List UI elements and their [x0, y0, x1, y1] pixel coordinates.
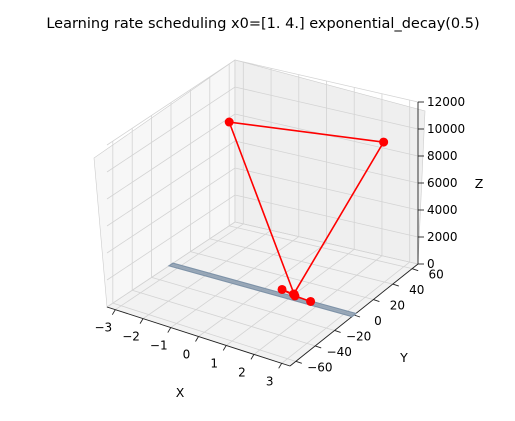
series-point — [306, 296, 316, 306]
wall-grid-line — [106, 167, 419, 254]
x-tick-mark — [167, 327, 172, 333]
z-tick-label: 0 — [427, 257, 435, 271]
x-axis-label: X — [176, 385, 185, 400]
wall-grid-line — [106, 140, 419, 227]
y-tick-mark — [412, 268, 419, 272]
z-tick-label: 6000 — [427, 176, 458, 190]
x-tick-mark — [250, 354, 255, 360]
wall-grid-line — [106, 221, 419, 308]
wall-grid-line — [106, 86, 419, 173]
z-tick-label: 2000 — [427, 230, 458, 244]
y-tick-mark — [334, 330, 341, 333]
y-tick-mark — [373, 299, 380, 302]
x-tick-mark — [195, 336, 199, 342]
series-point — [277, 284, 287, 294]
floor-grid-line — [209, 238, 393, 285]
y-tick-label: 60 — [429, 268, 444, 282]
z-tick-label: 10000 — [427, 122, 465, 136]
z-tick-label: 12000 — [427, 95, 465, 109]
y-axis-label: Y — [399, 350, 408, 365]
y-tick-label: 0 — [374, 314, 382, 328]
z-axis-label: Z — [475, 176, 484, 191]
series-layer — [224, 117, 389, 306]
wall-grid-line — [106, 59, 419, 146]
y-tick-label: −60 — [307, 360, 332, 374]
x-tick-mark — [111, 309, 116, 315]
x-tick-label: 0 — [183, 348, 191, 362]
x-tick-mark — [139, 318, 144, 324]
z-tick-labels: 0 2000 4000 6000 8000 10000 12000 — [427, 95, 465, 271]
series-point — [290, 291, 300, 301]
series-point — [224, 117, 234, 127]
wall-grid-line — [106, 113, 419, 200]
floor-grid-line — [151, 276, 335, 331]
z-tick-label: 8000 — [427, 149, 458, 163]
y-tick-mark — [353, 314, 361, 318]
y-tick-label: 20 — [390, 299, 405, 313]
y-tick-mark — [295, 360, 302, 364]
x-tick-label: 2 — [238, 365, 246, 379]
y-tick-mark — [392, 283, 399, 287]
y-tick-mark — [315, 345, 322, 349]
wall-grid-line — [106, 194, 419, 281]
floor-grid-line — [132, 289, 316, 347]
x-tick-label: −1 — [150, 339, 168, 353]
series-point — [379, 137, 389, 147]
x-tick-label: 1 — [210, 356, 218, 370]
x-tick-labels: −3 −2 −1 0 1 2 3 — [94, 321, 273, 389]
floor-grid-line — [112, 302, 296, 362]
x-tick-mark — [222, 345, 227, 351]
y-tick-label: −40 — [327, 345, 352, 359]
chart-title: Learning rate scheduling x0=[1. 4.] expo… — [46, 16, 479, 32]
floor-grid-line — [190, 251, 374, 300]
x-tick-mark — [278, 363, 283, 369]
z-tick-label: 4000 — [427, 203, 458, 217]
x-tick-label: −2 — [122, 330, 140, 344]
y-tick-labels: −60 −40 −20 0 20 40 60 — [307, 268, 444, 375]
y-tick-label: 40 — [409, 283, 424, 297]
x-tick-label: −3 — [94, 321, 112, 335]
x-tick-label: 3 — [266, 374, 274, 388]
y-tick-label: −20 — [346, 329, 371, 343]
